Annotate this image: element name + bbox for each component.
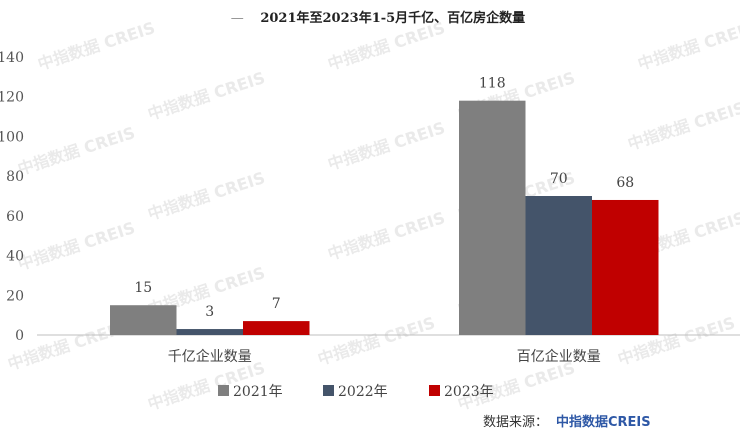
legend-swatch [429, 385, 440, 396]
legend-swatch [323, 385, 334, 396]
title-text: 2021年至2023年1-5月千亿、百亿房企数量 [260, 10, 525, 26]
data-label: 3 [205, 304, 214, 320]
y-tick-label: 140 [0, 50, 24, 66]
watermark-text: 中指数据 CREIS [315, 313, 437, 369]
bar [592, 199, 659, 335]
watermark-text: 中指数据 CREIS [15, 123, 137, 179]
bar [459, 100, 526, 335]
source-label: 数据来源： [483, 415, 548, 430]
watermark-text: 中指数据 CREIS [145, 168, 267, 224]
watermark-text: 中指数据 CREIS [15, 218, 137, 274]
watermark-text: 中指数据 CREIS [5, 318, 127, 374]
y-tick-label: 120 [0, 90, 24, 106]
y-tick-label: 20 [6, 288, 24, 304]
category-labels: 千亿企业数量 百亿企业数量 [168, 348, 601, 365]
y-tick-label: 80 [6, 169, 24, 185]
legend-label: 2021年 [233, 384, 283, 400]
legend: 2021年 2022年 2023年 [218, 384, 494, 400]
legend-label: 2022年 [338, 384, 388, 400]
bar [110, 305, 177, 335]
watermark-text: 中指数据 CREIS [635, 18, 740, 74]
category-label: 千亿企业数量 [168, 348, 252, 365]
legend-swatch [218, 385, 229, 396]
title-prefix: — [231, 11, 244, 26]
y-tick-label: 60 [6, 209, 24, 225]
bar [525, 196, 592, 335]
y-tick-label: 100 [0, 129, 24, 145]
watermark-text: 中指数据 CREIS [145, 68, 267, 124]
y-tick-label: 0 [15, 328, 24, 344]
bar [243, 321, 310, 335]
watermark-text: 中指数据 CREIS [325, 118, 447, 174]
chart-title: — 2021年至2023年1-5月千亿、百亿房企数量 [231, 10, 525, 26]
data-label: 118 [479, 76, 506, 92]
watermark-text: 中指数据 CREIS [325, 18, 447, 74]
source-brand: 中指数据CREIS [556, 414, 651, 430]
category-label: 百亿企业数量 [517, 348, 601, 365]
data-label: 70 [550, 171, 568, 187]
watermark-text: 中指数据 CREIS [325, 208, 447, 264]
data-label: 68 [616, 175, 634, 191]
bar [176, 329, 243, 335]
y-tick-label: 40 [6, 249, 24, 265]
data-label: 7 [272, 296, 281, 312]
bars: 15 3 7 118 70 68 [110, 76, 659, 335]
watermark-text: 中指数据 CREIS [35, 18, 157, 74]
legend-label: 2023年 [444, 384, 494, 400]
y-axis: 0 20 40 60 80 100 120 140 [0, 50, 24, 344]
watermark-text: 中指数据 CREIS [625, 98, 740, 154]
data-label: 15 [134, 280, 152, 296]
